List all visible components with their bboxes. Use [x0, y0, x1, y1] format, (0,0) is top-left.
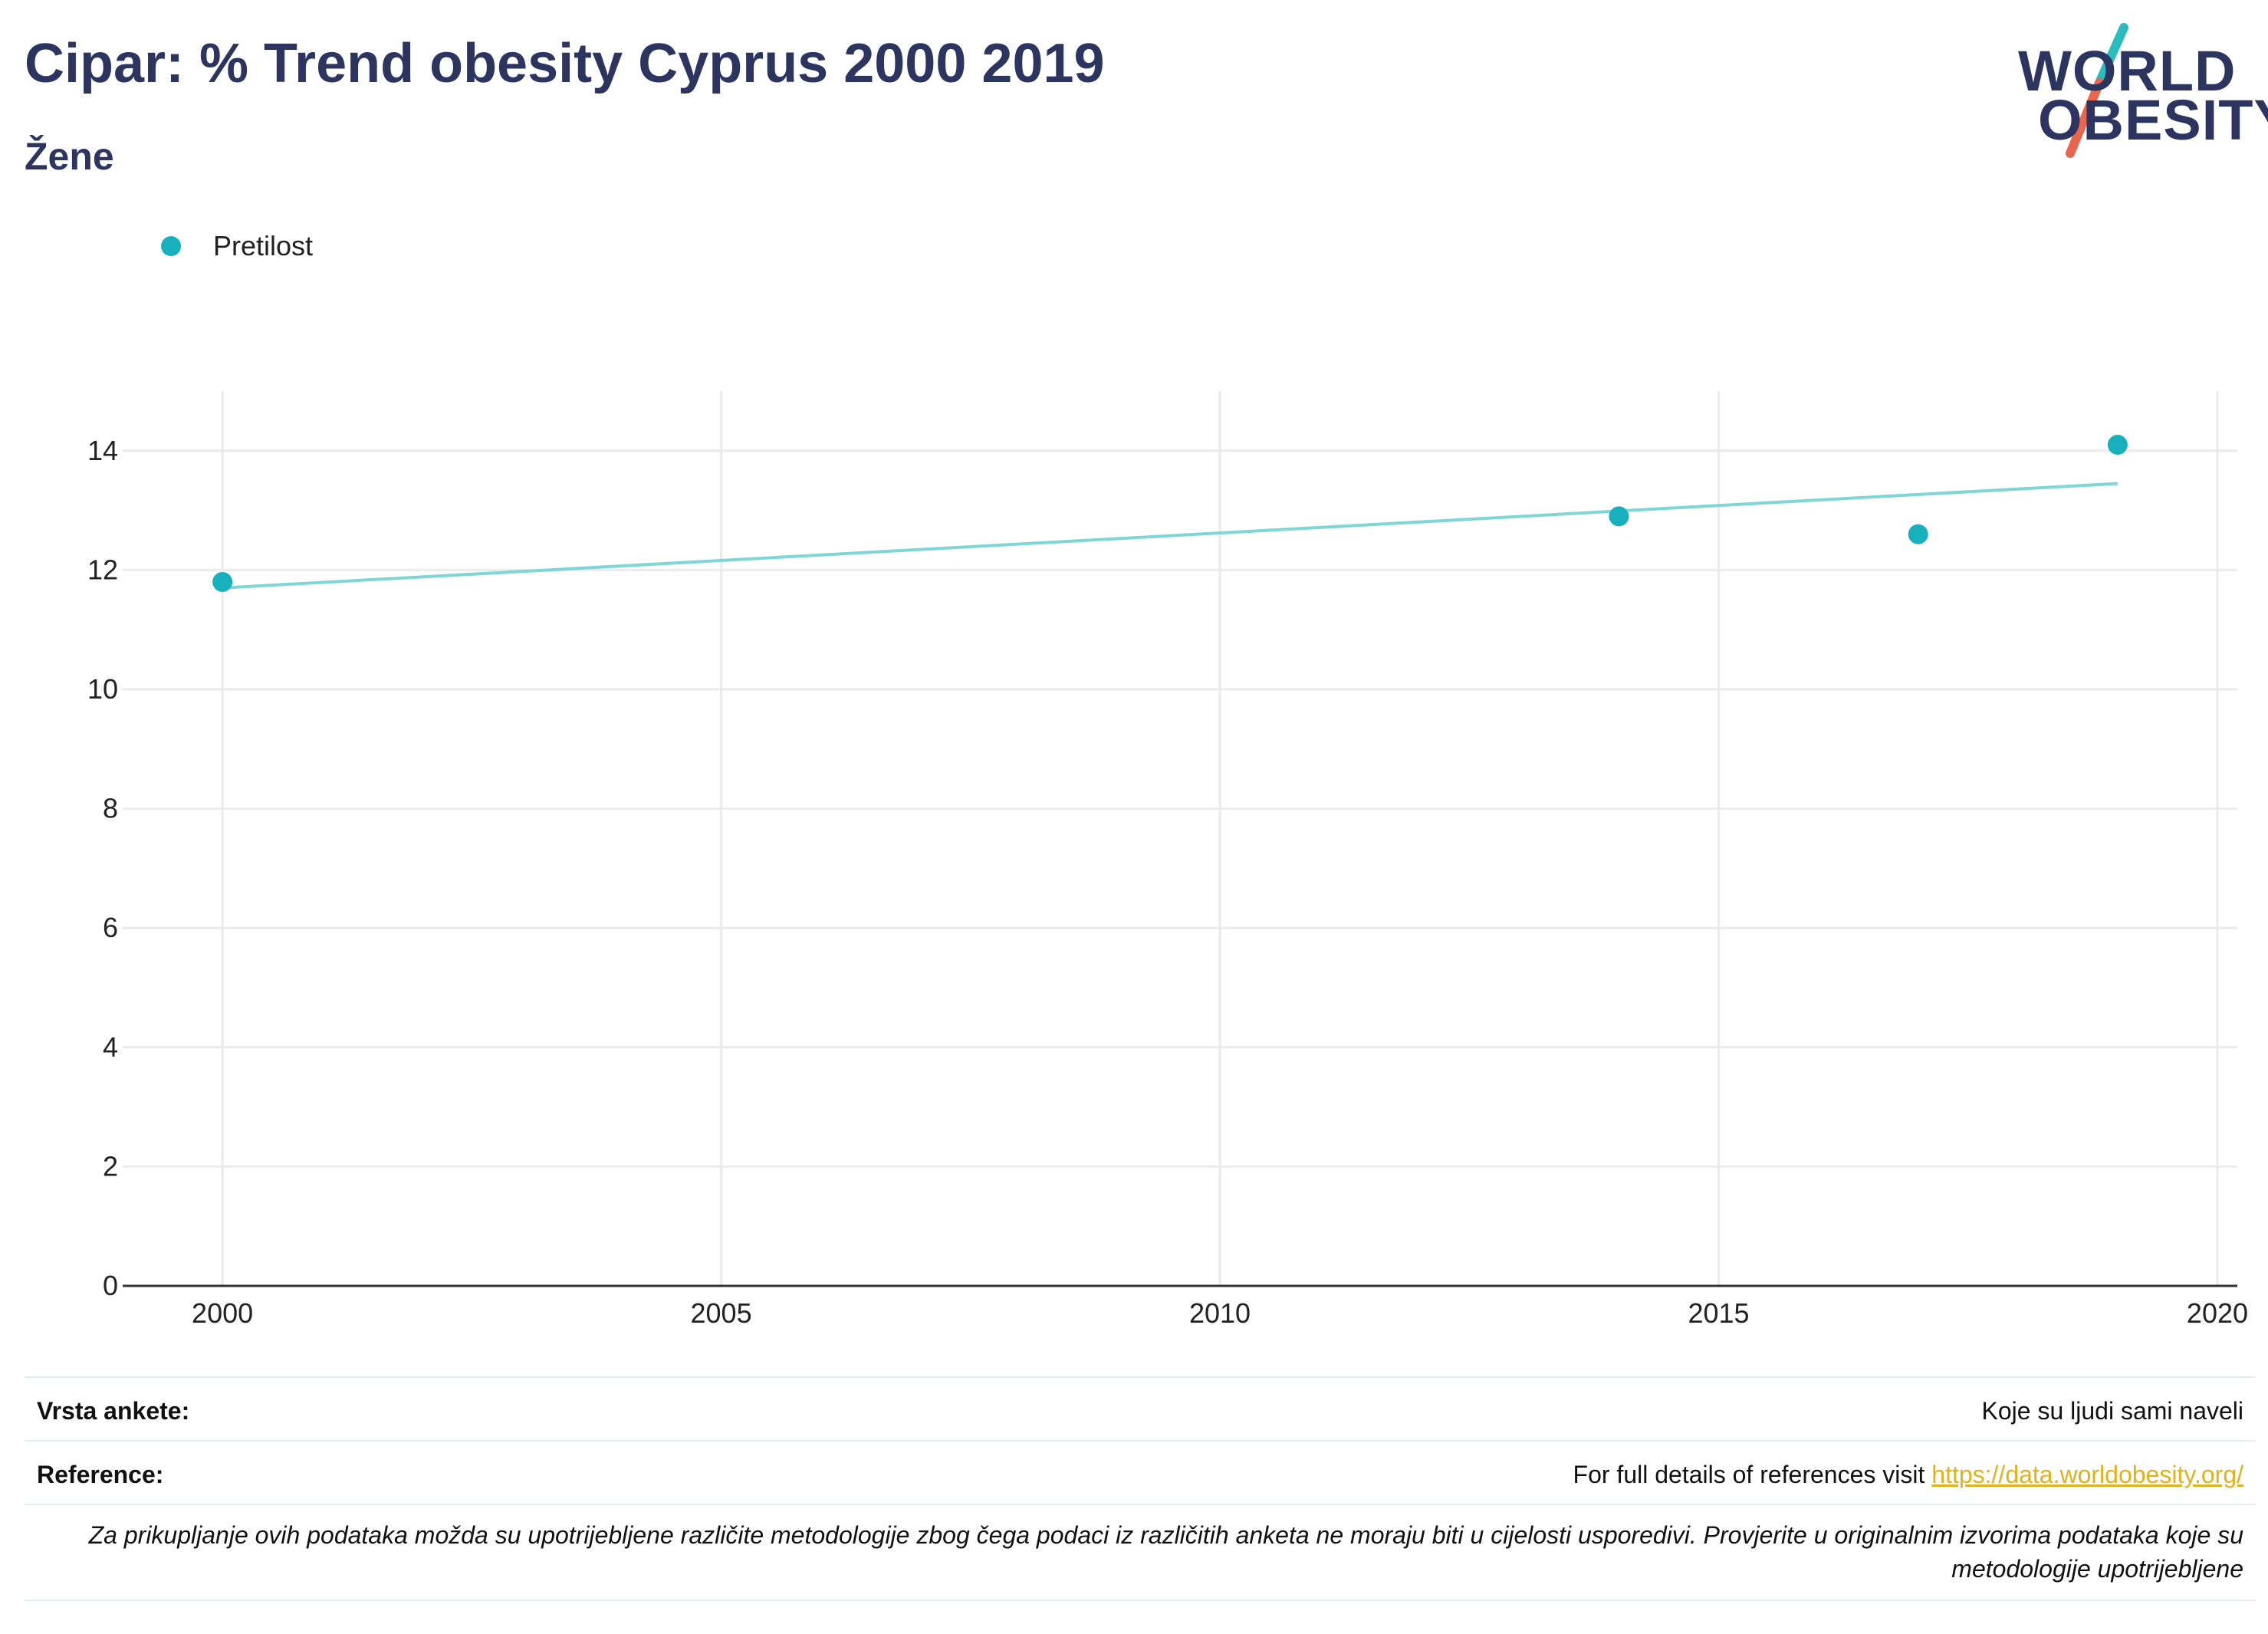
reference-value: For full details of references visit htt…	[1573, 1461, 2243, 1489]
reference-label: Reference:	[37, 1461, 164, 1488]
legend-label: Pretilost	[213, 230, 314, 261]
legend-marker	[161, 236, 181, 256]
scatter-chart: 0 2 4 6 8 10 12 14 2000 2005 2010 2015 2020	[87, 391, 2248, 1329]
reference-link[interactable]: https://data.worldobesity.org/	[1931, 1461, 2243, 1488]
y-tick-label: 14	[87, 435, 118, 466]
footer-divider	[25, 1504, 2256, 1505]
x-tick-label: 2000	[192, 1297, 253, 1329]
logo-slash-teal	[2095, 23, 2128, 87]
y-tick-label: 6	[103, 912, 118, 943]
data-point	[2107, 435, 2128, 455]
logo-slash-red	[2066, 78, 2104, 158]
y-tick-label: 10	[87, 673, 118, 705]
world-obesity-logo: WORLD OBESITY	[2009, 23, 2268, 161]
data-point	[212, 571, 233, 592]
y-tick-label: 2	[103, 1150, 118, 1182]
y-tick-label: 0	[103, 1270, 118, 1301]
data-point	[1609, 506, 1629, 527]
methodology-note: Za prikupljanje ovih podataka možda su u…	[88, 1521, 2243, 1583]
survey-type-label: Vrsta ankete:	[37, 1397, 190, 1425]
logo-word-obesity: OBESITY	[2038, 88, 2268, 152]
footer-divider	[25, 1599, 2256, 1601]
y-tick-label: 8	[103, 793, 118, 824]
page-subtitle: Žene	[25, 135, 114, 178]
logo-word-world: WORLD	[2018, 39, 2237, 103]
trend-line	[222, 482, 2118, 590]
x-tick-label: 2005	[691, 1297, 752, 1329]
page-title: Cipar: % Trend obesity Cyprus 2000 2019	[25, 33, 1105, 94]
footer-divider	[25, 1440, 2256, 1442]
x-tick-label: 2015	[1688, 1297, 1749, 1329]
x-tick-label: 2010	[1189, 1297, 1251, 1329]
reference-text: For full details of references visit	[1573, 1461, 1932, 1488]
data-point	[1908, 524, 1928, 544]
y-tick-label: 12	[87, 554, 118, 585]
survey-type-value: Koje su ljudi sami naveli	[1981, 1397, 2244, 1425]
legend: Pretilost	[161, 230, 313, 262]
y-tick-label: 4	[103, 1031, 118, 1063]
footer-divider	[25, 1376, 2256, 1378]
x-tick-label: 2020	[2187, 1297, 2248, 1329]
